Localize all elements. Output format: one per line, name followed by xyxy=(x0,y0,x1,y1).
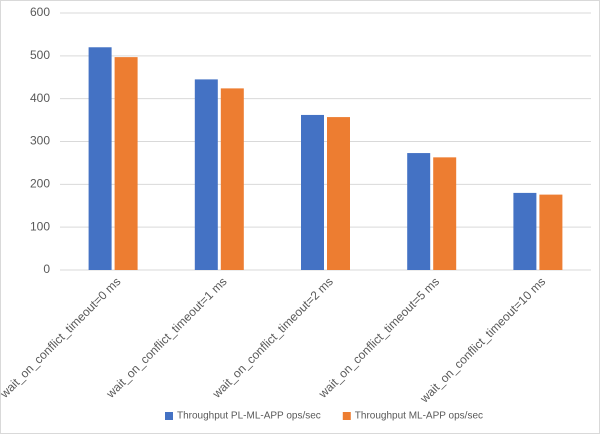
y-tick-label: 600 xyxy=(30,5,50,19)
legend-label: Throughput ML-APP ops/sec xyxy=(355,411,483,422)
legend-swatch xyxy=(342,412,351,420)
bar xyxy=(513,192,537,270)
y-tick-label: 0 xyxy=(43,262,50,276)
legend-label: Throughput PL-ML-APP ops/sec xyxy=(177,411,321,422)
y-tick-label: 400 xyxy=(30,91,50,105)
bar xyxy=(327,117,350,271)
bar xyxy=(433,157,457,270)
y-tick-label: 300 xyxy=(30,134,50,148)
bar xyxy=(301,114,324,271)
y-tick-label: 100 xyxy=(30,219,50,233)
y-tick-label: 500 xyxy=(30,48,50,62)
bar xyxy=(88,47,112,271)
bar xyxy=(114,57,138,270)
bar xyxy=(220,88,244,271)
bar xyxy=(194,79,218,271)
bar xyxy=(539,194,563,270)
y-tick-label: 200 xyxy=(30,177,50,191)
bar xyxy=(407,153,431,270)
legend-swatch xyxy=(165,412,173,420)
